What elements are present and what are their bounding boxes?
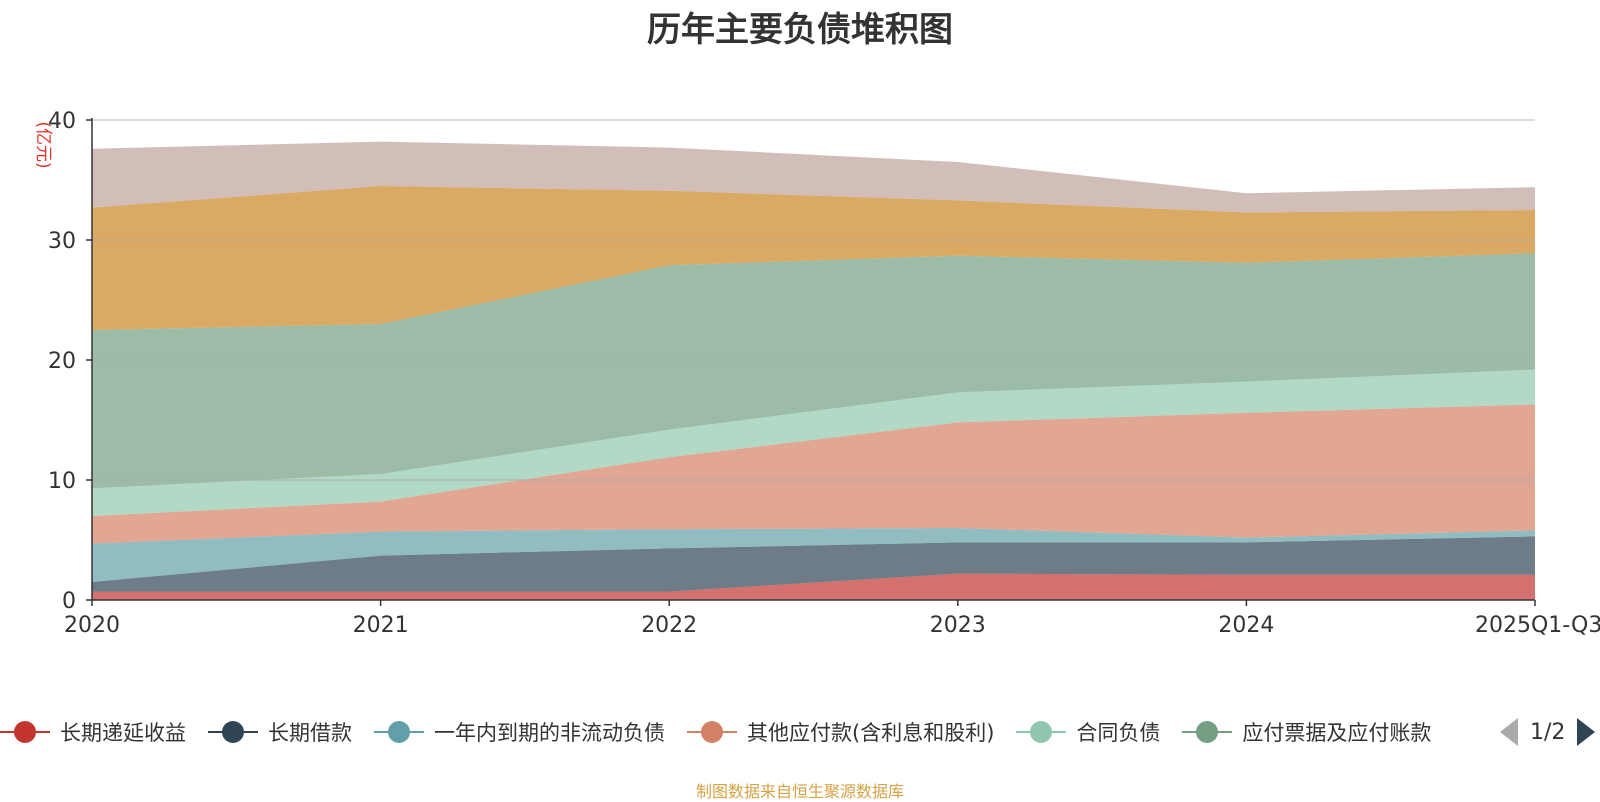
legend: 长期递延收益 长期借款 一年内到期的非流动负债 其他应付款(含利息和股利) 合同负债 应付… [0,712,1480,752]
y-tick-label: 10 [48,469,76,494]
legend-label: 一年内到期的非流动负债 [434,721,665,745]
legend-marker-icon [374,720,424,744]
x-tick-label: 2021 [353,613,409,638]
legend-label: 长期递延收益 [60,721,186,745]
legend-label: 长期借款 [268,721,352,745]
x-tick-label: 2020 [64,613,120,638]
chart-title: 历年主要负债堆积图 [647,10,953,50]
legend-page-indicator: 1/2 [1530,719,1566,745]
legend-item[interactable]: 合同负债 [1016,717,1160,747]
legend-item[interactable]: 应付票据及应付账款 [1182,717,1431,747]
legend-item[interactable]: 长期借款 [208,717,352,747]
legend-item[interactable]: 一年内到期的非流动负债 [374,717,665,747]
legend-label: 其他应付款(含利息和股利) [747,721,995,745]
y-tick-label: 40 [48,109,76,134]
y-tick-label: 20 [48,349,76,374]
area-series-1[interactable] [92,573,1535,600]
legend-marker-icon [208,720,258,744]
data-source-note: 制图数据来自恒生聚源数据库 [695,782,904,801]
legend-marker-icon [1016,720,1067,744]
x-tick-label: 2024 [1218,613,1274,638]
area-series-7[interactable] [92,186,1535,330]
legend-prev-page-icon[interactable] [1500,718,1518,746]
area-series-6[interactable] [92,253,1535,489]
legend-label: 合同负债 [1076,721,1161,745]
y-axis-unit-label: (亿元) [33,121,53,168]
legend-marker-icon [0,720,50,744]
x-tick-label: 2022 [641,613,697,638]
legend-marker-icon [1182,720,1233,744]
area-series-8[interactable] [92,141,1535,213]
y-tick-label: 30 [48,229,76,254]
x-tick-label: 2025Q1-Q3 [1475,613,1600,638]
area-series-3[interactable] [92,528,1535,582]
legend-item[interactable]: 其他应付款(含利息和股利) [687,717,994,747]
legend-marker-icon [687,720,737,744]
x-tick-label: 2023 [930,613,986,638]
legend-item[interactable]: 长期递延收益 [0,717,186,747]
legend-pager: 1/2 [1500,718,1596,746]
legend-label: 应付票据及应付账款 [1242,721,1432,745]
y-tick-label: 0 [62,589,76,614]
legend-next-page-icon[interactable] [1577,718,1596,746]
area-series-2[interactable] [92,536,1535,592]
area-series-4[interactable] [92,404,1535,544]
